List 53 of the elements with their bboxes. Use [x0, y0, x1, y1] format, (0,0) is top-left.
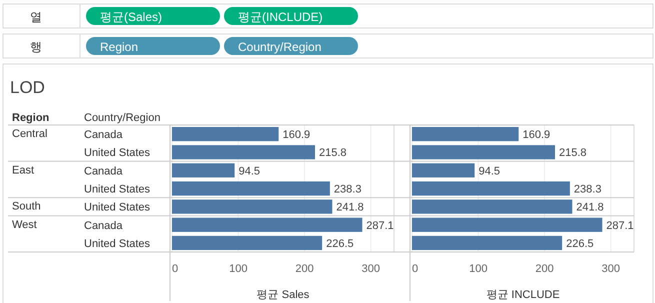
text: South — [12, 200, 41, 213]
y-tick-label: United States — [84, 183, 151, 196]
x-axis-title: 평균 Sales — [256, 289, 310, 302]
bar — [412, 145, 556, 160]
bar — [172, 218, 362, 232]
x-axis-title: 평균 INCLUDE — [486, 289, 560, 302]
data-label: 94.5 — [478, 165, 500, 178]
y-tick-label: United States — [84, 238, 151, 250]
data-label: 160.9 — [522, 129, 550, 142]
x-tick-label: 100 — [469, 263, 488, 276]
data-label: 160.9 — [282, 129, 310, 142]
x-tick-label: 100 — [229, 263, 248, 276]
text: LOD — [10, 78, 45, 97]
y-tick-label: United States — [84, 147, 151, 160]
data-label: 226.5 — [326, 238, 354, 250]
data-label: 241.8 — [576, 202, 604, 214]
data-label: 287.1 — [606, 220, 634, 232]
text: West — [12, 218, 37, 231]
data-label: 215.8 — [559, 147, 587, 160]
y-tick-label: United States — [84, 202, 151, 214]
bar — [412, 181, 570, 196]
y-tick-label: Canada — [84, 129, 124, 141]
x-tick-label: 200 — [295, 263, 314, 276]
x-tick-label: 300 — [362, 263, 380, 276]
data-label: 226.5 — [566, 238, 594, 250]
data-label: 238.3 — [334, 184, 362, 196]
data-label: 215.8 — [319, 147, 347, 160]
bar — [412, 200, 572, 214]
bar — [172, 236, 322, 250]
bar — [172, 163, 235, 178]
bar — [412, 236, 562, 250]
data-label: 241.8 — [336, 202, 364, 214]
x-tick-label: 0 — [172, 263, 178, 276]
y-tick-label: Canada — [84, 165, 124, 178]
data-label: 94.5 — [238, 165, 260, 178]
bar — [172, 145, 316, 160]
bar — [172, 200, 332, 214]
y-tick-label: Canada — [84, 220, 124, 232]
shelves: 열 평균(Sales) 평균(INCLUDE) 행 Region Country/Region — [2, 4, 654, 58]
text: East — [12, 164, 34, 176]
bar — [172, 181, 330, 196]
bar — [172, 127, 279, 142]
bar — [412, 127, 519, 142]
text: Country/Region — [84, 112, 160, 124]
text: Central — [12, 128, 48, 140]
text: Region — [12, 112, 50, 124]
x-tick-label: 200 — [535, 263, 554, 276]
x-tick-label: 300 — [602, 263, 620, 276]
x-tick-label: 0 — [412, 263, 418, 276]
data-label: 238.3 — [574, 184, 602, 196]
bar — [412, 163, 475, 178]
data-label: 287.1 — [366, 220, 394, 232]
bar — [412, 218, 602, 232]
